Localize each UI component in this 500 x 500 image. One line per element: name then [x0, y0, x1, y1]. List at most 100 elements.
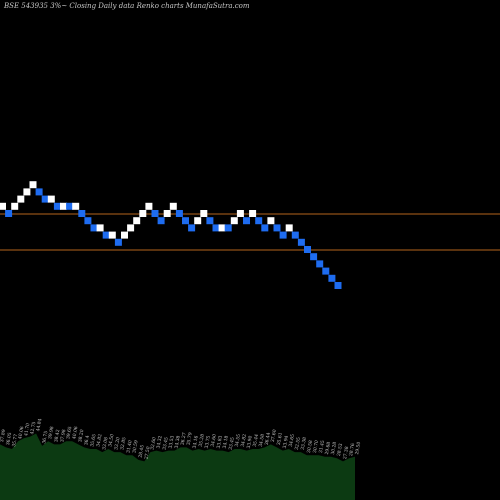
volume-label: 28.45: [137, 444, 145, 458]
volume-label: 28.76: [348, 443, 356, 457]
renko-brick-down: [310, 253, 318, 261]
volume-label: 34.32: [155, 435, 163, 449]
volume-label: 41.70: [23, 423, 31, 437]
volume-label: 29.50: [354, 441, 362, 455]
renko-brick-down: [157, 217, 165, 225]
volume-label: 28.53: [336, 443, 344, 457]
volume-label: 34.55: [234, 433, 242, 447]
renko-brick-up: [0, 202, 6, 210]
renko-brick-down: [90, 224, 98, 232]
volume-label: 30.28: [330, 441, 338, 455]
volume-label: 33.83: [216, 435, 224, 449]
renko-brick-up: [96, 224, 104, 232]
renko-brick-down: [78, 210, 86, 217]
volume-label: 30.58: [306, 440, 314, 454]
renko-brick-down: [316, 260, 324, 268]
renko-brick-up: [47, 195, 55, 203]
volume-label: 36.44: [264, 432, 272, 446]
renko-brick-up: [139, 210, 147, 217]
renko-brick-up: [121, 231, 128, 239]
renko-brick-down: [255, 217, 263, 225]
volume-label: 40.06: [71, 426, 79, 440]
volume-label: 33.90: [246, 435, 254, 449]
renko-brick-up: [60, 202, 67, 210]
volume-label: 34.18: [222, 435, 230, 449]
volume-label: 29.68: [324, 441, 332, 455]
renko-brick-down: [291, 231, 299, 239]
renko-brick-down: [114, 238, 122, 246]
renko-brick-down: [212, 224, 220, 232]
volume-label: 34.65: [288, 433, 296, 447]
volume-label: 34.16: [192, 435, 200, 449]
renko-brick-down: [206, 217, 214, 225]
volume-label: 33.94: [282, 435, 290, 449]
renko-brick-down: [243, 217, 250, 225]
volume-label: 32.85: [119, 437, 127, 451]
renko-brick-down: [53, 202, 61, 210]
renko-brick-down: [66, 202, 74, 210]
renko-brick-down: [188, 224, 196, 232]
volume-label: 39.98: [47, 426, 55, 440]
renko-brick-up: [267, 217, 275, 225]
volume-label: 37.98: [59, 429, 67, 443]
renko-brick-up: [23, 188, 31, 196]
renko-brick-down: [5, 210, 13, 217]
renko-brick-up: [218, 224, 226, 232]
renko-brick-down: [328, 274, 336, 282]
renko-brick-up: [200, 210, 208, 217]
renko-brick-down: [84, 217, 92, 225]
volume-label: 33.45: [228, 437, 236, 451]
volume-label: 34.38: [174, 435, 182, 449]
renko-brick-up: [11, 202, 19, 210]
volume-label: 33.08: [101, 437, 109, 451]
volume-label: 34.82: [95, 433, 103, 447]
renko-brick-down: [102, 231, 110, 239]
renko-brick-up: [169, 202, 177, 210]
volume-label: 33.20: [113, 437, 121, 451]
volume-label: 31.45: [318, 440, 326, 454]
volume-label: 31.40: [125, 440, 133, 454]
volume-label: 34.60: [210, 433, 218, 447]
volume-label: 37.60: [270, 429, 278, 443]
renko-brick-up: [145, 202, 153, 210]
volume-label: 30.70: [312, 440, 320, 454]
volume-label: 36.05: [5, 432, 13, 446]
volume-label: 35.28: [198, 433, 206, 447]
renko-brick-down: [182, 217, 189, 225]
renko-brick-down: [334, 282, 342, 289]
volume-label: 27.38: [342, 446, 350, 460]
volume-label: 33.53: [168, 435, 176, 449]
renko-brick-down: [35, 188, 43, 196]
volume-label: 37.89: [0, 429, 7, 443]
volume-label: 39.65: [65, 426, 73, 440]
volume-label: 38.42: [53, 429, 61, 443]
volume-label: 35.61: [276, 432, 284, 446]
renko-brick-up: [127, 224, 135, 232]
volume-label: 27.50: [143, 446, 151, 460]
volume-label: 42.75: [29, 421, 37, 435]
renko-brick-down: [273, 224, 281, 232]
volume-label: 35.44: [252, 433, 260, 447]
renko-brick-up: [17, 195, 25, 203]
volume-label: 32.55: [294, 437, 302, 451]
renko-brick-up: [72, 202, 80, 210]
volume-label: 34.82: [240, 433, 248, 447]
renko-brick-up: [163, 210, 171, 217]
volume-label: 36.4: [83, 435, 91, 446]
volume-label: 33.45: [162, 437, 170, 451]
volume-area: [0, 433, 355, 500]
renko-brick-up: [133, 217, 141, 225]
volume-label: 32.60: [149, 437, 157, 451]
volume-label: 36.75: [41, 430, 49, 444]
renko-brick-up: [285, 224, 293, 232]
renko-brick-down: [175, 210, 183, 217]
chart-title: BSE 543935 3%~ Closing Daily data Renko …: [4, 2, 250, 10]
renko-brick-down: [297, 238, 305, 246]
renko-brick-down: [304, 246, 311, 253]
renko-brick-down: [279, 231, 287, 239]
renko-brick-up: [108, 231, 116, 239]
volume-label: 34.50: [107, 433, 115, 447]
volume-label: 35.77: [11, 433, 19, 447]
volume-label: 40.06: [17, 426, 25, 440]
